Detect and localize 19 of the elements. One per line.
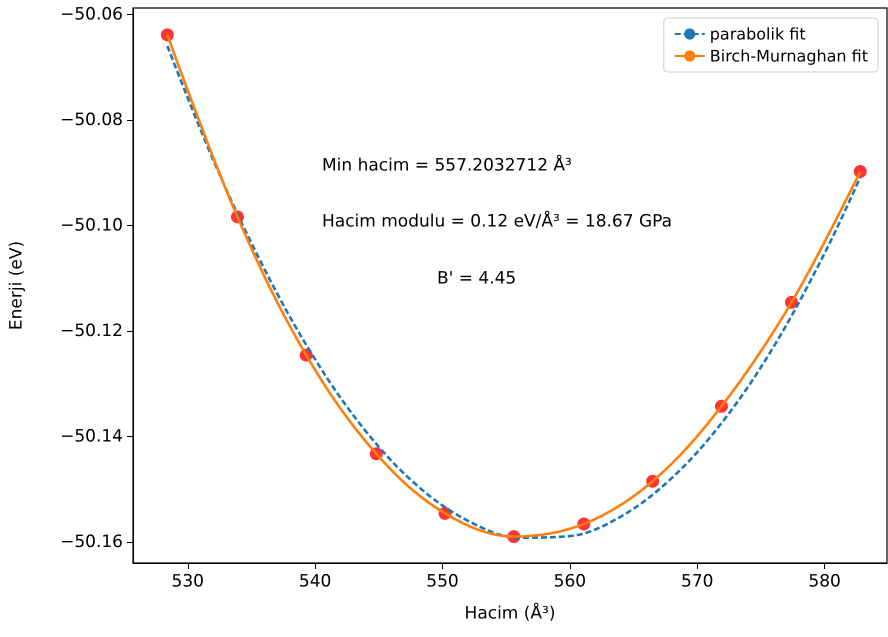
annotation: B' = 4.45 <box>437 268 516 288</box>
y-tick-label: −50.06 <box>60 4 123 24</box>
x-tick-label: 550 <box>426 572 459 592</box>
legend-label: Birch-Murnaghan fit <box>710 46 868 66</box>
y-tick-label: −50.14 <box>60 426 123 446</box>
y-tick-label: −50.08 <box>60 110 123 130</box>
x-tick-label: 570 <box>681 572 714 592</box>
y-tick-label: −50.10 <box>60 215 123 236</box>
y-axis-title: Enerji (eV) <box>6 240 26 330</box>
x-axis-title: Hacim (Å³) <box>464 602 556 624</box>
x-tick-label: 580 <box>808 572 841 592</box>
y-tick-label: −50.12 <box>60 320 123 341</box>
annotation: Hacim modulu = 0.12 eV/Å³ = 18.67 GPa <box>322 210 672 232</box>
annotation: Min hacim = 557.2032712 Å³ <box>322 154 572 176</box>
y-tick-label: −50.16 <box>60 532 123 552</box>
legend-label: parabolik fit <box>710 24 806 44</box>
x-tick-label: 540 <box>298 572 332 592</box>
x-tick-label: 530 <box>172 572 204 592</box>
x-tick-label: 560 <box>554 572 586 592</box>
